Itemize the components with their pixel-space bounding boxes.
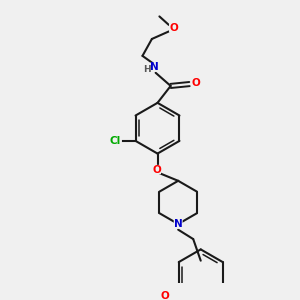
Text: H: H [143,65,151,74]
FancyBboxPatch shape [108,136,122,146]
FancyBboxPatch shape [160,291,169,300]
Text: O: O [192,78,200,88]
Text: O: O [169,23,178,33]
FancyBboxPatch shape [152,165,161,174]
FancyBboxPatch shape [192,78,200,88]
Text: O: O [152,164,161,175]
Text: N: N [174,219,183,229]
FancyBboxPatch shape [150,62,159,72]
Text: Cl: Cl [109,136,121,146]
FancyBboxPatch shape [169,23,178,32]
Text: O: O [160,291,169,300]
Text: N: N [150,62,159,72]
FancyBboxPatch shape [174,219,183,229]
